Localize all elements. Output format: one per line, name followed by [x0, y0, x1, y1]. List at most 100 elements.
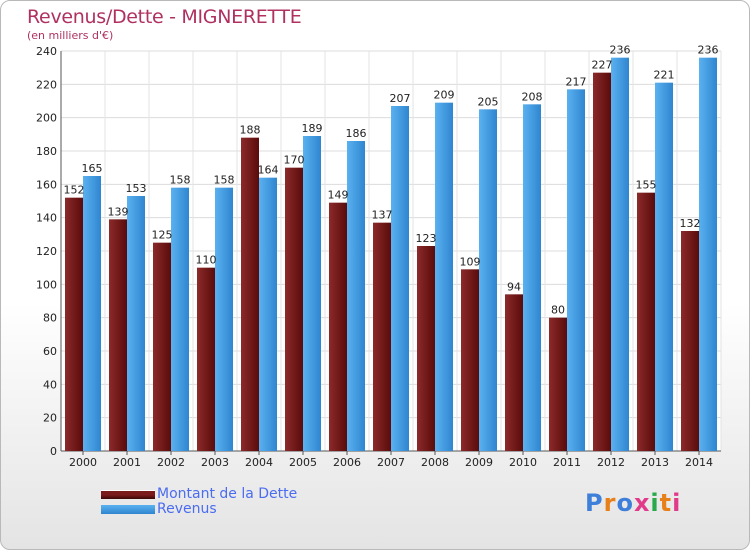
legend-swatch-debt	[101, 490, 155, 499]
x-tick-label: 2003	[201, 456, 229, 469]
value-label-revenus: 189	[302, 122, 323, 135]
bar-revenus	[567, 89, 585, 451]
bar-revenus	[611, 57, 629, 452]
value-label-revenus: 221	[654, 69, 675, 82]
x-tick-label: 2013	[641, 456, 669, 469]
bar-revenus	[215, 187, 233, 451]
x-tick-label: 2012	[597, 456, 625, 469]
value-label-dette: 137	[372, 209, 393, 222]
bar-revenus	[347, 141, 365, 451]
x-tick-label: 2002	[157, 456, 185, 469]
bar-revenus	[699, 57, 717, 452]
value-label-revenus: 236	[610, 44, 631, 57]
bar-dette	[637, 192, 655, 451]
value-label-revenus: 165	[82, 162, 103, 175]
legend-label-debt: Montant de la Dette	[157, 486, 298, 502]
value-label-dette: 227	[592, 59, 613, 72]
x-tick-label: 2014	[685, 456, 713, 469]
value-label-dette: 94	[507, 280, 521, 293]
bar-dette	[681, 231, 699, 451]
proxiti-logo: Proxiti	[585, 489, 681, 517]
value-label-dette: 139	[108, 205, 129, 218]
label-layer: 2000 152 165 2001 139 153 2002 125 158 2003 110 158…	[64, 44, 719, 469]
bar-revenus	[435, 102, 453, 452]
y-tick-label: 240	[36, 45, 57, 58]
y-tick-label: 220	[36, 78, 57, 91]
value-label-dette: 109	[460, 255, 481, 268]
logo-letter: t	[659, 489, 673, 517]
logo-letter: r	[603, 489, 617, 517]
x-tick-label: 2006	[333, 456, 361, 469]
bar-dette	[505, 294, 523, 451]
x-tick-label: 2009	[465, 456, 493, 469]
bar-revenus	[171, 187, 189, 451]
bar-layer	[65, 57, 717, 452]
x-tick-label: 2011	[553, 456, 581, 469]
value-label-dette: 170	[284, 154, 305, 167]
value-label-revenus: 164	[258, 164, 279, 177]
value-label-revenus: 207	[390, 92, 411, 105]
bar-dette	[109, 219, 127, 451]
bar-revenus	[479, 109, 497, 451]
y-tick-label: 20	[43, 412, 57, 425]
logo-letter: o	[616, 489, 634, 517]
chart-subtitle: (en milliers d'€)	[27, 29, 114, 42]
x-tick-label: 2004	[245, 456, 273, 469]
x-tick-label: 2005	[289, 456, 317, 469]
legend-swatch-revenus	[101, 505, 155, 514]
value-label-dette: 188	[240, 124, 261, 137]
x-tick-label: 2000	[69, 456, 97, 469]
value-label-revenus: 208	[522, 90, 543, 103]
value-label-revenus: 158	[170, 174, 191, 187]
value-label-revenus: 236	[698, 44, 719, 57]
x-tick-label: 2008	[421, 456, 449, 469]
value-label-dette: 125	[152, 229, 173, 242]
y-tick-label: 60	[43, 345, 57, 358]
x-tick-label: 2007	[377, 456, 405, 469]
value-label-dette: 110	[196, 254, 217, 267]
bar-dette	[549, 317, 567, 451]
bar-revenus	[127, 196, 145, 451]
bar-dette	[65, 197, 83, 451]
y-tick-label: 140	[36, 212, 57, 225]
y-tick-label: 200	[36, 112, 57, 125]
y-tick-label: 180	[36, 145, 57, 158]
bar-dette	[285, 167, 303, 451]
value-label-dette: 80	[551, 304, 565, 317]
chart-title: Revenus/Dette - MIGNERETTE	[27, 6, 302, 28]
y-tick-label: 100	[36, 278, 57, 291]
logo-letter: i	[650, 489, 660, 517]
logo-letter: x	[633, 489, 651, 517]
bar-revenus	[523, 104, 541, 451]
bar-dette	[417, 246, 435, 451]
value-label-revenus: 158	[214, 174, 235, 187]
bar-revenus	[83, 176, 101, 451]
value-label-revenus: 186	[346, 127, 367, 140]
bar-dette	[373, 222, 391, 451]
bar-dette	[461, 269, 479, 451]
y-tick-label: 160	[36, 178, 57, 191]
bar-dette	[593, 72, 611, 452]
y-tick-label: 40	[43, 378, 57, 391]
value-label-revenus: 153	[126, 182, 147, 195]
bar-dette	[241, 137, 259, 451]
value-label-dette: 155	[636, 179, 657, 192]
value-label-dette: 149	[328, 189, 349, 202]
x-tick-label: 2010	[509, 456, 537, 469]
bar-revenus	[655, 82, 673, 452]
logo-letter: P	[585, 489, 604, 517]
value-label-revenus: 205	[478, 95, 499, 108]
value-label-dette: 152	[64, 184, 85, 197]
legend-label-revenus: Revenus	[157, 501, 217, 517]
bar-revenus	[391, 106, 409, 451]
y-tick-label: 80	[43, 312, 57, 325]
bar-revenus	[303, 136, 321, 451]
value-label-dette: 132	[680, 217, 701, 230]
value-label-dette: 123	[416, 232, 437, 245]
bar-dette	[329, 202, 347, 451]
logo-letter: i	[672, 489, 682, 517]
y-tick-label: 0	[50, 445, 57, 458]
bar-revenus	[259, 177, 277, 451]
